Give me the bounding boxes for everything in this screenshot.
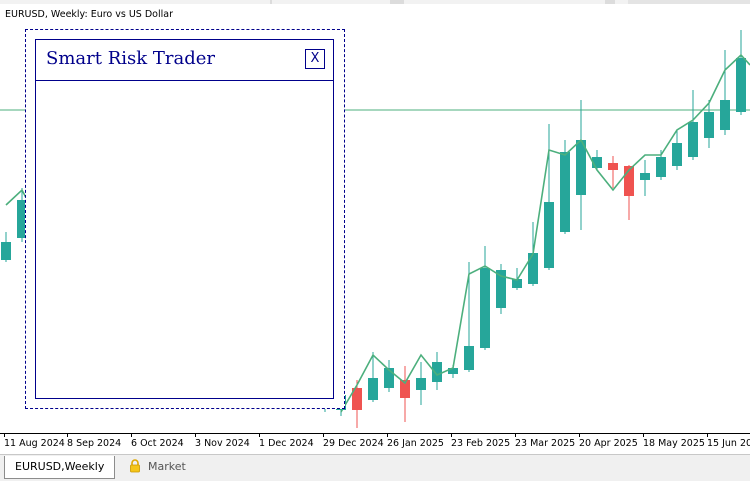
candle-body bbox=[480, 268, 490, 348]
x-tick bbox=[707, 434, 708, 437]
candle-body bbox=[576, 140, 586, 195]
x-axis bbox=[0, 433, 750, 434]
candle-body bbox=[1, 242, 11, 260]
candle-body bbox=[704, 112, 714, 138]
toolbar-strip bbox=[0, 0, 750, 4]
close-button[interactable]: X bbox=[305, 49, 325, 69]
candle-body bbox=[384, 368, 394, 388]
x-axis-label: 3 Nov 2024 bbox=[195, 438, 250, 449]
candle-body bbox=[416, 378, 426, 390]
x-axis-label: 6 Oct 2024 bbox=[131, 438, 184, 449]
x-axis-label: 20 Apr 2025 bbox=[579, 438, 638, 449]
panel-header[interactable]: Smart Risk Trader X bbox=[36, 40, 333, 81]
x-tick bbox=[387, 434, 388, 437]
x-axis-label: 18 May 2025 bbox=[643, 438, 705, 449]
candle-body bbox=[528, 253, 538, 284]
toolbar-icon[interactable] bbox=[390, 0, 404, 4]
tab-eurusd-weekly[interactable]: EURUSD,Weekly bbox=[4, 456, 116, 479]
x-tick bbox=[67, 434, 68, 437]
candle-body bbox=[720, 100, 730, 130]
candle-body bbox=[464, 346, 474, 370]
candle-body bbox=[352, 388, 362, 410]
candle-body bbox=[688, 122, 698, 157]
x-tick bbox=[195, 434, 196, 437]
toolbar-field[interactable] bbox=[628, 0, 750, 4]
toolbar-icon[interactable] bbox=[605, 0, 615, 4]
candle-body bbox=[448, 368, 458, 374]
x-tick bbox=[259, 434, 260, 437]
x-tick bbox=[131, 434, 132, 437]
x-axis-label: 11 Aug 2024 bbox=[4, 438, 65, 449]
smart-risk-trader-panel: Smart Risk Trader X bbox=[35, 39, 334, 399]
candle-body bbox=[432, 362, 442, 382]
x-tick bbox=[4, 434, 5, 437]
candle-body bbox=[560, 152, 570, 232]
panel-title: Smart Risk Trader bbox=[46, 48, 215, 69]
x-tick bbox=[451, 434, 452, 437]
chart-tab-bar: EURUSD,Weekly Market bbox=[0, 454, 750, 481]
candle-body bbox=[592, 157, 602, 168]
x-axis-label: 8 Sep 2024 bbox=[67, 438, 122, 449]
x-axis-label: 23 Mar 2025 bbox=[515, 438, 576, 449]
x-axis-label: 26 Jan 2025 bbox=[387, 438, 444, 449]
candle-body bbox=[656, 157, 666, 177]
candle-body bbox=[17, 200, 27, 238]
x-axis-label: 29 Dec 2024 bbox=[323, 438, 384, 449]
candle-body bbox=[544, 202, 554, 268]
lock-icon bbox=[128, 459, 142, 473]
tab-market-label: Market bbox=[148, 460, 186, 473]
x-tick bbox=[579, 434, 580, 437]
x-tick bbox=[643, 434, 644, 437]
candle-body bbox=[736, 58, 746, 112]
candle-body bbox=[512, 279, 522, 288]
candle-body bbox=[496, 270, 506, 308]
toolbar-separator bbox=[270, 0, 272, 4]
x-axis-label: 23 Feb 2025 bbox=[451, 438, 511, 449]
candle-body bbox=[672, 143, 682, 166]
x-axis-label: 1 Dec 2024 bbox=[259, 438, 314, 449]
x-tick bbox=[515, 434, 516, 437]
x-tick bbox=[323, 434, 324, 437]
candle-body bbox=[608, 163, 618, 170]
candle-body bbox=[640, 173, 650, 180]
tab-market[interactable]: Market bbox=[128, 457, 186, 477]
candle-body bbox=[368, 378, 378, 400]
x-axis-label: 15 Jun 2025 bbox=[707, 438, 750, 449]
price-line bbox=[340, 53, 750, 413]
candle-body bbox=[400, 380, 410, 398]
chart-title: EURUSD, Weekly: Euro vs US Dollar bbox=[5, 9, 173, 20]
candle-body bbox=[624, 166, 634, 196]
price-chart[interactable] bbox=[0, 0, 750, 454]
